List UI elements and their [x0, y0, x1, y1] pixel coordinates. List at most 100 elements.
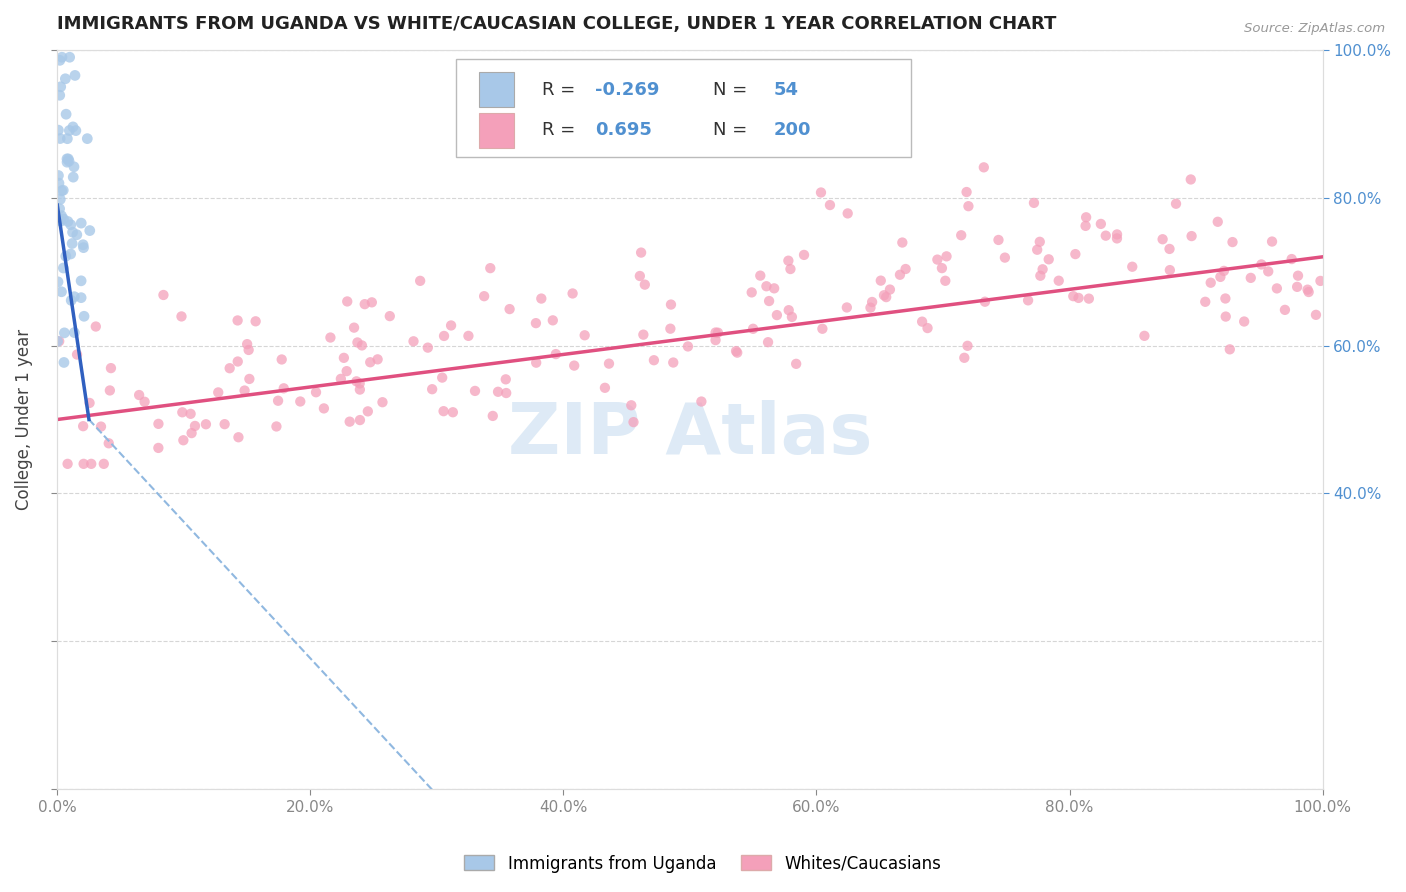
Point	[56, 457, 79, 471]
Point	[934, 274, 956, 288]
Point	[371, 395, 394, 409]
Point	[1261, 235, 1284, 249]
Point	[62, 120, 84, 134]
Point	[63, 160, 86, 174]
Point	[749, 268, 772, 283]
Point	[72, 241, 94, 255]
Point	[350, 338, 373, 352]
Point	[1181, 229, 1204, 244]
Y-axis label: College, Under 1 year: College, Under 1 year	[15, 329, 32, 510]
Point	[72, 237, 94, 252]
Point	[52, 355, 75, 369]
Point	[359, 355, 381, 369]
Point	[927, 252, 949, 267]
Point	[973, 161, 995, 175]
Point	[66, 227, 89, 242]
Point	[1257, 264, 1279, 278]
Point	[1105, 227, 1128, 242]
Point	[1090, 217, 1112, 231]
Point	[56, 214, 79, 228]
Point	[1074, 219, 1097, 233]
Point	[1064, 247, 1087, 261]
Point	[524, 316, 547, 330]
Text: N =: N =	[713, 81, 747, 99]
Point	[859, 301, 882, 315]
Point	[51, 285, 73, 299]
Text: Source: ZipAtlas.com: Source: ZipAtlas.com	[1244, 22, 1385, 36]
Point	[228, 430, 250, 444]
Point	[623, 415, 645, 429]
Point	[793, 248, 815, 262]
Point	[598, 357, 620, 371]
Point	[226, 354, 249, 368]
Point	[1038, 252, 1060, 267]
Point	[180, 407, 202, 421]
Point	[51, 184, 73, 198]
Point	[574, 328, 596, 343]
Point	[811, 322, 834, 336]
Point	[1305, 308, 1327, 322]
Point	[60, 236, 83, 251]
Point	[994, 251, 1017, 265]
Point	[73, 310, 96, 324]
Point	[49, 54, 72, 68]
Point	[725, 344, 748, 359]
Point	[690, 394, 713, 409]
Text: -0.269: -0.269	[595, 81, 659, 99]
Point	[432, 370, 454, 384]
Point	[55, 249, 77, 263]
Point	[758, 293, 780, 308]
Point	[1062, 289, 1084, 303]
Point	[1215, 292, 1237, 306]
Point	[1240, 271, 1263, 285]
Point	[1194, 294, 1216, 309]
Point	[55, 107, 77, 121]
Point	[562, 359, 585, 373]
Point	[56, 152, 79, 166]
Point	[935, 249, 957, 263]
Point	[53, 326, 76, 340]
Point	[402, 334, 425, 349]
Point	[72, 457, 94, 471]
FancyBboxPatch shape	[478, 112, 515, 148]
Point	[433, 329, 456, 343]
Point	[48, 176, 70, 190]
Point	[194, 417, 217, 432]
Point	[741, 285, 763, 300]
Point	[214, 417, 236, 432]
Point	[336, 364, 359, 378]
Point	[236, 337, 259, 351]
Point	[630, 245, 652, 260]
Point	[860, 295, 883, 310]
Legend: Immigrants from Uganda, Whites/Caucasians: Immigrants from Uganda, Whites/Caucasian…	[458, 848, 948, 880]
Point	[346, 335, 368, 350]
Point	[818, 198, 841, 212]
Point	[956, 339, 979, 353]
Point	[65, 123, 87, 137]
Point	[950, 228, 973, 243]
Point	[1233, 314, 1256, 328]
Point	[90, 419, 112, 434]
Point	[52, 260, 75, 275]
Point	[1281, 252, 1303, 266]
Point	[134, 394, 156, 409]
Point	[238, 372, 260, 386]
Point	[51, 209, 73, 223]
Point	[98, 384, 121, 398]
Point	[48, 212, 70, 227]
Point	[676, 339, 699, 353]
Point	[1215, 310, 1237, 324]
Point	[530, 292, 553, 306]
Point	[1250, 257, 1272, 271]
Point	[336, 294, 359, 309]
Point	[756, 335, 779, 350]
Point	[1029, 268, 1052, 283]
Point	[172, 405, 194, 419]
Point	[360, 295, 382, 310]
Point	[1274, 302, 1296, 317]
Point	[472, 289, 495, 303]
Point	[628, 268, 651, 283]
Point	[1298, 285, 1320, 299]
Point	[226, 313, 249, 327]
Point	[779, 262, 801, 277]
